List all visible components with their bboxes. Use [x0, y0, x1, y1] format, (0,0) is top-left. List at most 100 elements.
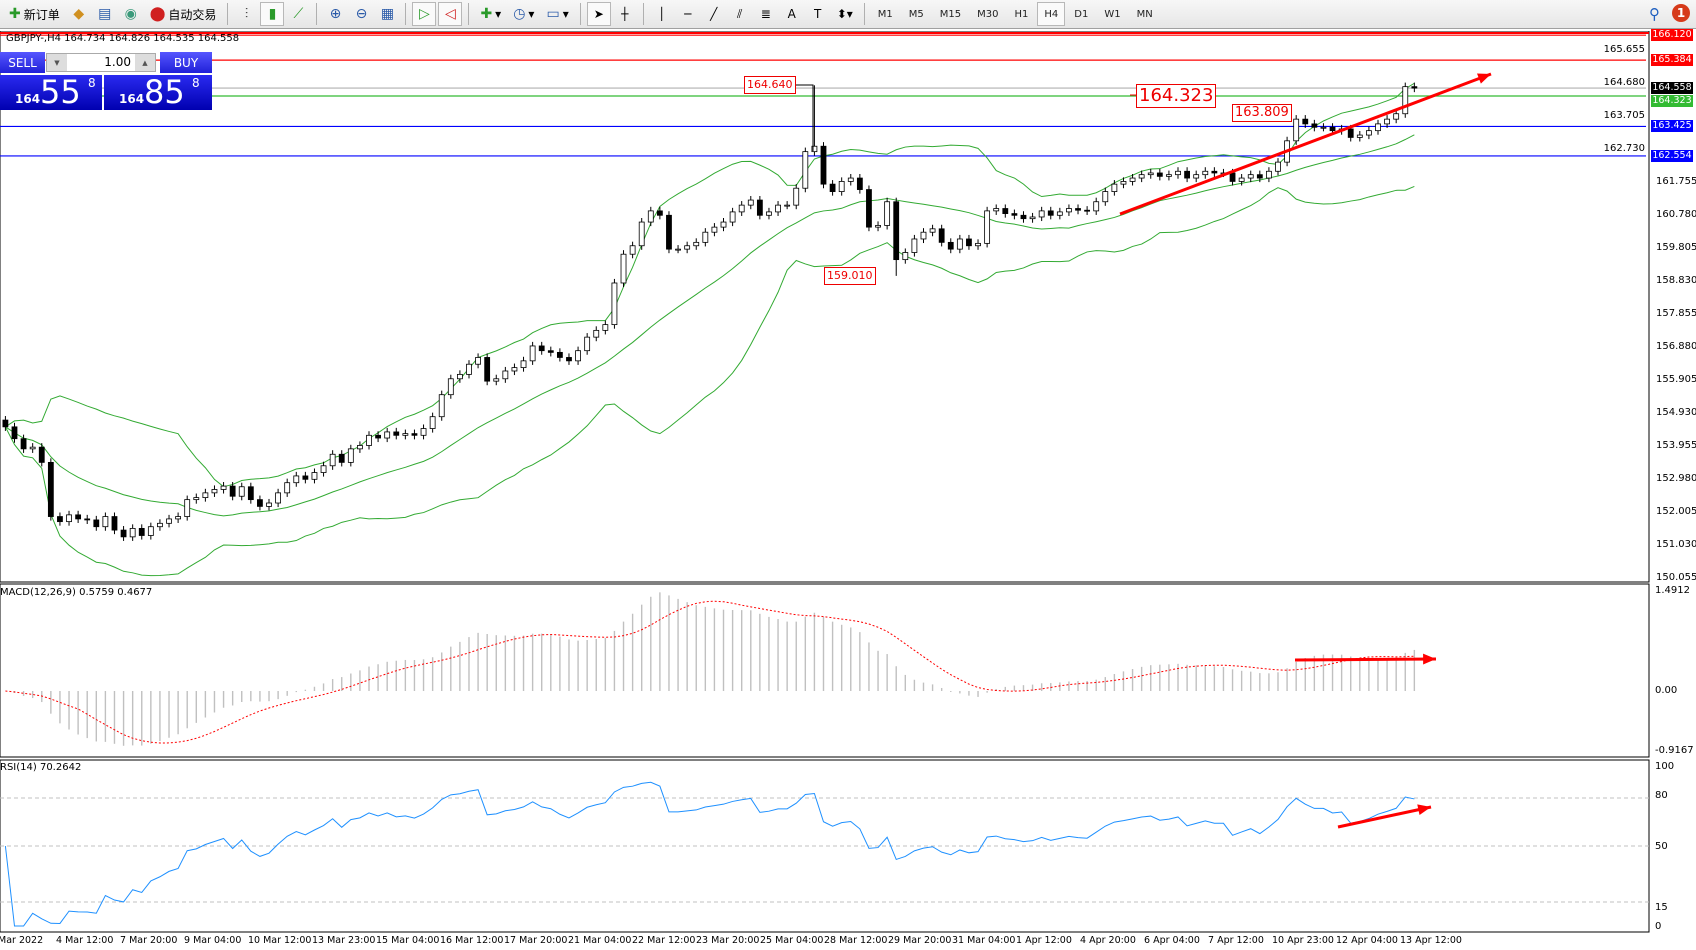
candle-body — [257, 499, 263, 507]
candle-body — [38, 446, 45, 463]
candle-body — [2, 419, 9, 428]
templates-button[interactable]: ▭ ▾ — [546, 6, 569, 22]
bid-price[interactable]: 164 55 8 — [0, 73, 102, 111]
separator — [642, 3, 644, 25]
ask-price[interactable]: 164 85 8 — [104, 73, 212, 111]
bar-chart-button[interactable]: ⫶ — [234, 2, 258, 26]
tf-h4[interactable]: H4 — [1037, 2, 1066, 26]
candle-body — [302, 475, 309, 480]
vertical-line-button[interactable]: │ — [650, 2, 674, 26]
annotation-recent[interactable]: 163.809 — [1232, 104, 1292, 122]
equidistant-channel-button[interactable]: ⫽ — [728, 2, 752, 26]
candle-body — [1393, 113, 1400, 120]
lot-decrease-button[interactable]: ▼ — [47, 54, 67, 71]
autoscroll-icon: ▷ — [419, 6, 430, 22]
candle-body — [1084, 209, 1091, 212]
metaeditor-button[interactable]: ◆ — [67, 2, 91, 26]
candle-body — [347, 448, 354, 463]
candle-body — [1347, 128, 1354, 138]
buy-button[interactable]: BUY — [160, 52, 212, 73]
annotation-low[interactable]: 159.010 — [824, 267, 876, 285]
auto-trading-button[interactable]: ⬤ 自动交易 — [145, 2, 222, 26]
chart-shift-button[interactable]: ◁ — [438, 2, 463, 26]
candle-body — [375, 434, 381, 439]
macd-trend-arrow — [1294, 657, 1437, 662]
annotation-level[interactable]: 164.323 — [1136, 84, 1217, 108]
lot-size-field[interactable]: ▼ 1.00 ▲ — [46, 53, 156, 72]
arrows-button[interactable]: ⬍▾ — [832, 2, 858, 26]
rsi-label: RSI(14) 70.2642 — [0, 762, 82, 773]
candle-body — [738, 204, 745, 213]
candle-body — [547, 350, 554, 353]
line-chart-button[interactable]: ⟋ — [286, 2, 310, 26]
terminal-button[interactable]: ▤ — [93, 2, 117, 26]
new-order-button[interactable]: ✚ 新订单 — [4, 2, 65, 26]
crosshair-button[interactable]: ┼ — [613, 2, 637, 26]
tf-m1[interactable]: M1 — [877, 8, 893, 20]
vertical-line-icon: │ — [658, 7, 666, 21]
terminal-icon: ▤ — [98, 6, 112, 22]
line-chart-icon: ⟋ — [293, 6, 304, 22]
cursor-button[interactable]: ➤ — [586, 2, 611, 26]
tf-m30[interactable]: M30 — [977, 8, 999, 20]
chart-shift-icon: ◁ — [445, 6, 456, 22]
sell-button[interactable]: SELL — [0, 52, 45, 73]
text-label-button[interactable]: T — [806, 2, 830, 26]
autoscroll-button[interactable]: ▷ — [412, 2, 437, 26]
lot-value[interactable]: 1.00 — [104, 55, 131, 69]
candle-body — [1293, 118, 1300, 142]
candle-body — [838, 181, 845, 192]
candle-body — [638, 221, 645, 247]
candle-body — [111, 516, 118, 531]
candlestick-button[interactable]: ▮ — [260, 2, 285, 26]
price-line-tag: 166.120 — [1651, 29, 1693, 42]
candle-body — [620, 253, 627, 284]
candle-body — [1102, 191, 1109, 203]
tf-w1[interactable]: W1 — [1104, 8, 1121, 20]
separator — [316, 3, 318, 25]
price-tick-label: 150.055 — [1656, 572, 1696, 583]
zoom-in-button[interactable]: ⊕ — [323, 2, 347, 26]
lot-increase-button[interactable]: ▲ — [135, 54, 155, 71]
candle-body — [920, 231, 927, 240]
fibonacci-button[interactable]: ≣ — [754, 2, 778, 26]
candle-body — [384, 431, 391, 439]
candle-body — [75, 514, 82, 520]
tile-windows-button[interactable]: ▦ — [375, 2, 399, 26]
zoom-out-button[interactable]: ⊖ — [349, 2, 373, 26]
price-tick-label: 157.855 — [1656, 307, 1696, 319]
tf-d1[interactable]: D1 — [1074, 8, 1089, 20]
search-icon[interactable]: ⚲ — [1649, 5, 1660, 23]
candle-body — [575, 350, 581, 362]
candle-body — [911, 238, 918, 253]
price-chart[interactable] — [0, 31, 1696, 936]
candle-body — [66, 514, 72, 523]
text-button[interactable]: A — [780, 2, 804, 26]
time-label: 12 Apr 04:00 — [1336, 935, 1398, 946]
candle-body — [1275, 161, 1281, 172]
indicators-button[interactable]: ✚ ▾ — [480, 6, 502, 22]
price-tick-label: 160.780 — [1656, 208, 1696, 220]
tf-h1[interactable]: H1 — [1014, 8, 1029, 20]
candle-body — [1202, 170, 1209, 176]
candle-body — [556, 351, 563, 358]
horizontal-line-button[interactable]: ─ — [676, 2, 700, 26]
auto-trading-icon: ⬤ — [149, 6, 166, 22]
candle-body — [1129, 177, 1136, 182]
annotation-high[interactable]: 164.640 — [744, 76, 796, 94]
candle-body — [266, 502, 272, 507]
tf-m5[interactable]: M5 — [908, 8, 924, 20]
candle-body — [47, 461, 54, 517]
channel-icon: ⫽ — [737, 6, 743, 21]
new-order-label: 新订单 — [23, 7, 60, 22]
time-label: 21 Mar 04:00 — [568, 935, 632, 946]
trendline-button[interactable]: ╱ — [702, 2, 726, 26]
candle-body — [820, 145, 827, 185]
tf-mn[interactable]: MN — [1136, 8, 1153, 20]
tf-m15[interactable]: M15 — [939, 8, 962, 20]
candle-body — [1193, 174, 1200, 179]
signals-button[interactable]: ◉ — [119, 2, 143, 26]
periods-button[interactable]: ◷ ▾ — [513, 6, 535, 22]
notification-badge[interactable]: 1 — [1672, 4, 1690, 22]
time-label: 9 Mar 04:00 — [184, 935, 242, 946]
